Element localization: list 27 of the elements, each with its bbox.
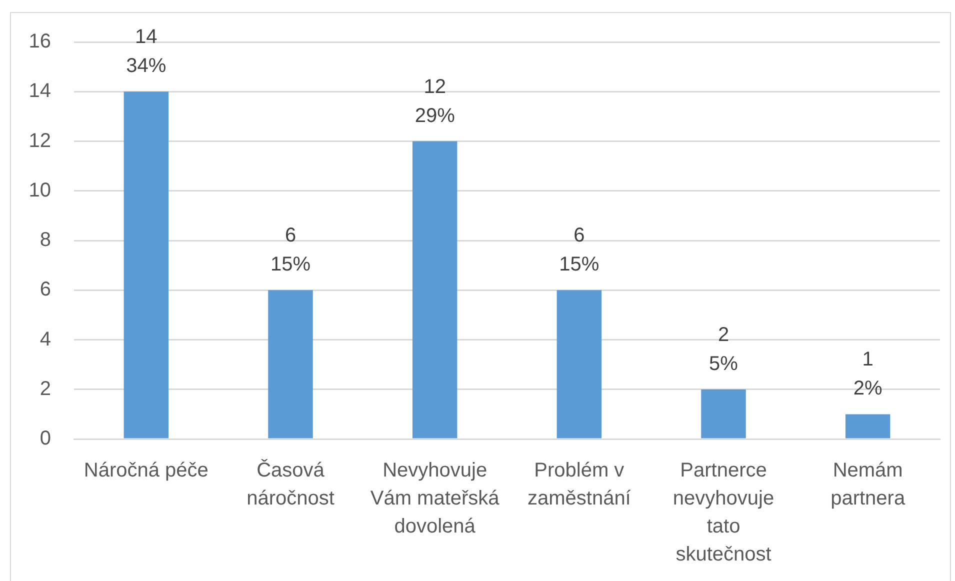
- data-label: 14 34%: [126, 26, 166, 78]
- y-tick-label: 2: [40, 378, 51, 400]
- y-tick-label: 0: [40, 428, 51, 450]
- y-tick-label: 8: [40, 229, 51, 252]
- bar: [412, 141, 458, 438]
- data-label: 2 5%: [709, 324, 738, 375]
- data-label: 12 29%: [414, 76, 456, 127]
- bar: [556, 290, 602, 438]
- y-tick-label: 6: [40, 278, 51, 301]
- bar: [268, 290, 313, 438]
- data-label: 6 15%: [270, 224, 311, 276]
- x-tick-label: Náročná péče: [84, 460, 208, 482]
- data-label: 1 2%: [853, 348, 883, 400]
- x-tick-label: Partnerce nevyhovuje tato skutečnost: [672, 460, 774, 566]
- data-label: 6 15%: [559, 224, 600, 276]
- x-tick-label: Nemám partnera: [830, 460, 906, 510]
- bar: [845, 414, 890, 438]
- y-tick-label: 16: [28, 30, 51, 53]
- y-tick-label: 4: [40, 328, 51, 350]
- y-tick-label: 14: [28, 80, 51, 102]
- y-tick-label: 12: [28, 130, 51, 152]
- x-tick-label: Problém v zaměstnání: [527, 460, 632, 510]
- bar: [701, 389, 746, 438]
- x-tick-label: Časová náročnost: [246, 458, 335, 510]
- x-tick-label: Nevyhovuje Vám mateřská dovolená: [370, 460, 500, 538]
- bar: [124, 92, 169, 438]
- y-tick-label: 10: [28, 179, 51, 202]
